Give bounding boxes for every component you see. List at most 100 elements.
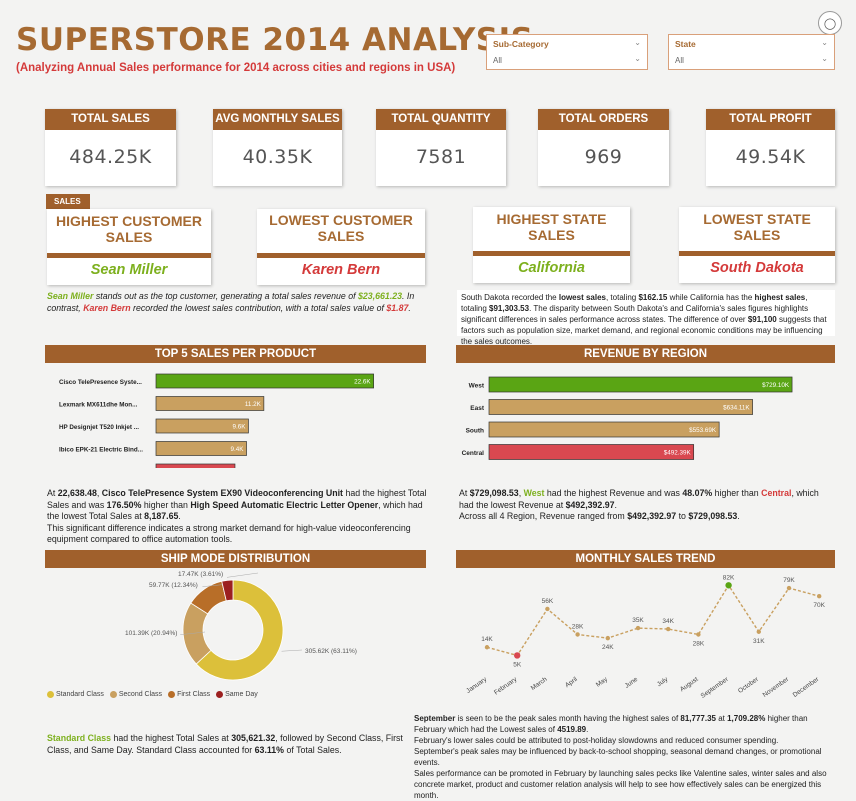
region-bar[interactable]	[488, 376, 793, 393]
card-label: HIGHEST CUSTOMER SALES	[56, 213, 202, 245]
ship-slice[interactable]	[221, 579, 234, 602]
monthly-point-label: 24K	[602, 644, 614, 651]
monthly-point[interactable]	[575, 632, 580, 637]
region-bar[interactable]	[488, 399, 753, 415]
chevron-down-icon[interactable]: ⌄	[634, 54, 641, 63]
ship-slice-label: 59.77K (12.34%)	[149, 582, 198, 589]
revenue-by-region-header: REVENUE BY REGION	[456, 345, 835, 363]
monthly-point-label: 5K	[513, 661, 522, 668]
card-value: California	[518, 260, 585, 276]
month-tick-label: March	[530, 676, 549, 692]
kpi-value: 49.54K	[735, 146, 806, 168]
top5-products-header: TOP 5 SALES PER PRODUCT	[45, 345, 426, 363]
kpi-label: TOTAL PROFIT	[706, 109, 835, 130]
monthly-point-label: 31K	[753, 638, 765, 645]
kpi-value: 40.35K	[242, 146, 313, 168]
product-bar[interactable]	[155, 373, 374, 389]
monthly-point-label: 79K	[783, 577, 795, 584]
product-bar[interactable]	[155, 441, 247, 456]
card-divider	[679, 251, 835, 256]
product-bar[interactable]	[155, 418, 249, 434]
chevron-down-icon[interactable]: ⌄	[634, 38, 641, 47]
kpi-label: TOTAL ORDERS	[538, 109, 669, 130]
page-subtitle: (Analyzing Annual Sales performance for …	[16, 62, 456, 74]
month-tick-label: May	[595, 675, 610, 688]
region-label: West	[469, 383, 485, 390]
product-label: Ibico EPK-21 Electric Bind...	[59, 447, 143, 454]
legend-item[interactable]: Same Day	[216, 691, 258, 698]
monthly-point[interactable]	[666, 626, 671, 632]
region-bar-value: $729.10K	[762, 382, 790, 389]
product-label: HP Designjet T520 Inkjet ...	[59, 424, 139, 431]
region-bar-value: $634.11K	[723, 405, 750, 412]
legend-label: Second Class	[118, 691, 163, 698]
subcategory-slicer-label: Sub-Category	[493, 39, 549, 49]
sales-tag: SALES	[46, 194, 90, 209]
chevron-down-icon[interactable]: ⌄	[821, 38, 828, 47]
monthly-point[interactable]	[605, 635, 610, 641]
product-bar-value: 9.4K	[231, 446, 245, 453]
ship-leader-line	[226, 572, 259, 578]
kpi-total-profit: TOTAL PROFIT 49.54K	[706, 109, 835, 186]
kpi-value: 969	[584, 146, 623, 168]
card-label: LOWEST STATE SALES	[703, 211, 811, 243]
monthly-point-label: 34K	[662, 618, 674, 625]
product-note: At 22,638.48, Cisco TelePresence System …	[47, 488, 427, 544]
monthly-line	[486, 583, 820, 657]
legend-dot-icon	[109, 691, 117, 698]
ship-note: Standard Class had the highest Total Sal…	[47, 733, 403, 755]
customer-note: Sean Miller stands out as the top custom…	[47, 291, 415, 313]
card-value: Sean Miller	[90, 262, 168, 278]
kpi-total-orders: TOTAL ORDERS 969	[538, 109, 669, 186]
legend-dot-icon	[47, 691, 54, 698]
state-slicer-label: State	[675, 39, 696, 49]
month-tick-label: December	[792, 675, 821, 698]
kpi-total-quantity: TOTAL QUANTITY 7581	[376, 109, 506, 186]
kpi-avg-monthly-sales: AVG MONTHLY SALES 40.35K	[213, 109, 342, 186]
ship-slice[interactable]	[195, 579, 284, 681]
monthly-point-label: 28K	[693, 640, 705, 647]
product-bar[interactable]	[155, 463, 236, 468]
ship-leader-line	[281, 649, 303, 652]
top5-products-chart: Cisco TelePresence Syste... 22.6K Lexmark …	[59, 373, 374, 468]
monthly-point[interactable]	[514, 652, 521, 659]
chevron-down-icon[interactable]: ⌄	[821, 54, 828, 63]
legend-item[interactable]: Second Class	[109, 691, 163, 698]
monthly-point-label: 28K	[572, 623, 584, 630]
kpi-label: TOTAL QUANTITY	[376, 109, 506, 130]
ship-slice-label: 17.47K (3.61%)	[178, 571, 223, 578]
monthly-point[interactable]	[545, 606, 550, 612]
product-bar[interactable]	[155, 396, 265, 411]
monthly-point[interactable]	[725, 582, 732, 589]
kpi-label: TOTAL SALES	[45, 109, 176, 130]
monthly-point[interactable]	[756, 629, 761, 634]
ship-mode-legend: Standard Class Second Class First Class Sam…	[47, 691, 264, 698]
month-tick-label: August	[679, 676, 700, 693]
monthly-point[interactable]	[484, 645, 490, 650]
subcategory-slicer-value[interactable]: All	[493, 56, 502, 65]
monthly-point-label: 14K	[481, 636, 493, 643]
monthly-point[interactable]	[786, 585, 792, 591]
card-label: LOWEST CUSTOMER SALES	[269, 212, 413, 244]
legend-item[interactable]: Standard Class	[47, 691, 104, 698]
month-tick-label: February	[493, 675, 519, 696]
ship-slice-label: 101.39K (20.94%)	[125, 630, 177, 637]
card-divider	[47, 253, 211, 258]
legend-dot-icon	[216, 691, 224, 698]
monthly-point[interactable]	[696, 632, 701, 637]
region-bar[interactable]	[488, 444, 695, 460]
kpi-total-sales: TOTAL SALES 484.25K	[45, 109, 176, 186]
ship-leader-line	[180, 631, 206, 635]
state-slicer[interactable]: State ⌄ All ⌄	[668, 34, 835, 70]
legend-item[interactable]: First Class	[168, 691, 210, 698]
product-bar-value: 11.2K	[245, 401, 262, 408]
region-bar[interactable]	[488, 421, 720, 438]
monthly-point[interactable]	[817, 594, 822, 599]
monthly-point[interactable]	[635, 625, 641, 631]
month-tick-label: April	[564, 676, 579, 690]
legend-label: First Class	[177, 691, 211, 698]
subcategory-slicer[interactable]: Sub-Category ⌄ All ⌄	[486, 34, 648, 70]
card-value: South Dakota	[710, 260, 804, 276]
product-label: Lexmark MX611dhe Mon...	[59, 402, 138, 409]
state-slicer-value[interactable]: All	[675, 56, 684, 65]
